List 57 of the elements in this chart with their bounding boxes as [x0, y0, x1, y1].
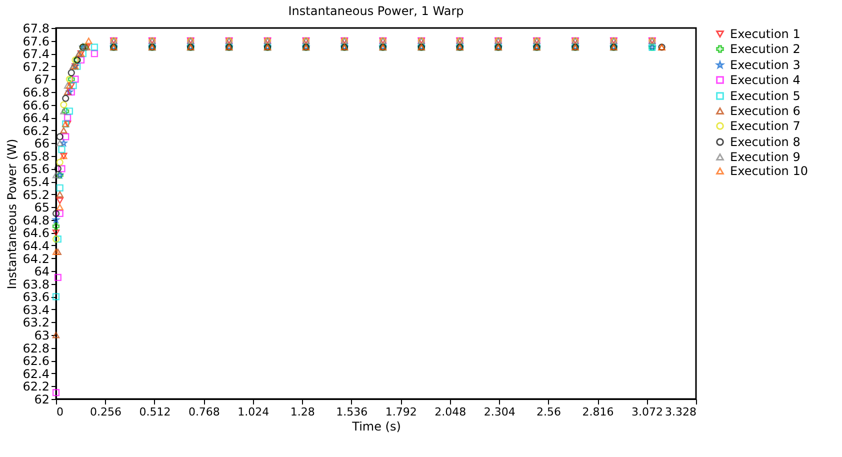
x-tick-label: 2.304 — [484, 406, 516, 418]
chart-title: Instantaneous Power, 1 Warp — [288, 4, 464, 18]
y-tick-label: 67.4 — [22, 47, 50, 62]
y-tick-label: 67.2 — [22, 60, 50, 74]
y-tick-label: 64.4 — [22, 238, 50, 253]
x-axis-title: Time (s) — [351, 420, 401, 434]
y-tick-label: 65.8 — [22, 149, 50, 164]
legend-label: Execution 5 — [730, 89, 800, 103]
y-tick-label: 63.4 — [22, 302, 50, 317]
x-tick-label: 1.536 — [336, 406, 368, 418]
legend-label: Execution 9 — [730, 150, 800, 164]
x-tick-label: 1.28 — [290, 406, 315, 418]
y-tick-label: 62 — [34, 392, 50, 406]
y-tick-label: 63.2 — [22, 316, 50, 330]
x-tick-label: 0.512 — [139, 406, 171, 418]
x-tick-label: 0.768 — [188, 406, 220, 418]
legend-label: Execution 10 — [730, 164, 808, 178]
x-tick-label: 0 — [56, 406, 64, 418]
x-tick-label: 3.328 — [665, 406, 696, 418]
y-tick-label: 63.8 — [22, 277, 50, 292]
legend-label: Execution 1 — [730, 27, 800, 41]
legend-label: Execution 7 — [730, 119, 800, 133]
y-tick-label: 62.8 — [22, 341, 50, 356]
x-tick-label: 3.072 — [632, 406, 664, 418]
y-tick-label: 65.4 — [22, 175, 50, 190]
legend-label: Execution 6 — [730, 104, 800, 118]
y-tick-label: 67.6 — [22, 34, 50, 48]
y-tick-label: 65.2 — [22, 188, 50, 202]
x-tick-label: 2.048 — [434, 406, 466, 418]
x-tick-label: 1.792 — [385, 406, 417, 418]
y-tick-label: 64.8 — [22, 213, 50, 228]
legend-label: Execution 8 — [730, 135, 800, 149]
y-tick-label: 67.8 — [22, 22, 50, 36]
x-tick-label: 2.816 — [582, 406, 614, 418]
y-tick-label: 67 — [34, 72, 50, 87]
y-tick-label: 64 — [34, 264, 50, 279]
legend-label: Execution 2 — [730, 42, 800, 56]
y-tick-label: 63.6 — [22, 290, 50, 304]
legend-label: Execution 4 — [730, 73, 800, 87]
legend-label: Execution 3 — [730, 58, 800, 72]
y-tick-label: 66.6 — [22, 98, 50, 112]
y-tick-label: 64.6 — [22, 226, 50, 240]
y-tick-label: 62.6 — [22, 354, 50, 368]
y-axis-title: Instantaneous Power (W) — [4, 138, 19, 290]
x-tick-label: 1.024 — [238, 406, 270, 418]
x-tick-label: 2.56 — [536, 406, 562, 418]
y-tick-label: 62.4 — [22, 366, 50, 381]
y-tick-label: 66 — [34, 136, 50, 151]
y-tick-label: 65 — [34, 200, 50, 215]
y-tick-label: 64.2 — [22, 252, 50, 266]
y-tick-label: 66.2 — [22, 124, 50, 138]
y-tick-label: 63 — [34, 328, 50, 343]
y-tick-label: 66.4 — [22, 111, 50, 126]
y-tick-label: 66.8 — [22, 85, 50, 100]
y-tick-label: 62.2 — [22, 380, 50, 394]
y-tick-label: 65.6 — [22, 162, 50, 176]
x-tick-label: 0.256 — [90, 406, 122, 418]
